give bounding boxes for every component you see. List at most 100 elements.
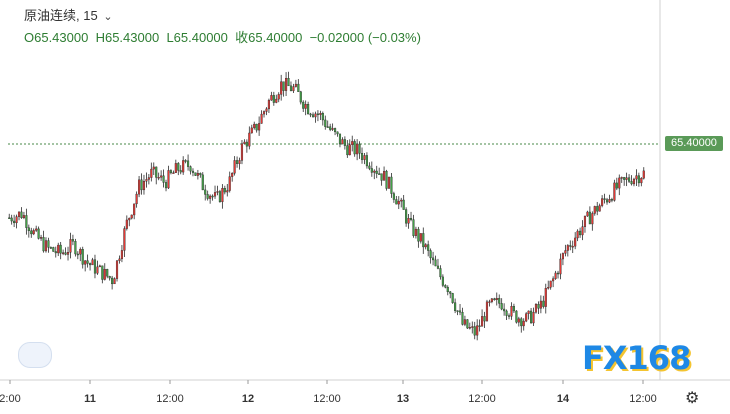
candle-body [471,326,474,328]
candle-body [248,132,251,147]
symbol-title[interactable]: 原油连续, 15 ⌄ [24,8,113,23]
candle-body [17,211,21,217]
candle-body [69,239,72,253]
candle-body [260,113,263,124]
candle-body [512,306,515,312]
candle-body [498,298,501,304]
candle-body [130,214,133,219]
candle-body [135,193,138,205]
candle-body [311,114,315,118]
candle-body [493,298,496,301]
candle-body [226,190,229,193]
candle-body [8,217,11,219]
candle-body [287,78,290,87]
candle-body [605,199,609,203]
chevron-down-icon[interactable]: ⌄ [103,11,113,23]
candle-body [316,113,319,116]
candle-body [637,175,640,184]
candle-body [466,319,469,329]
candle-body [138,179,141,195]
candle-body [373,170,376,173]
candle-body [40,237,43,239]
candle-body [488,301,491,303]
candle-body [483,316,486,322]
candle-body [561,253,564,260]
candle-body [206,194,209,199]
candle-body [240,143,244,161]
candle-body [556,272,560,275]
candle-body [213,192,217,197]
candle-body [140,179,143,191]
candle-body [262,111,266,115]
candle-body [272,95,275,103]
high-value: H65.43000 [95,30,160,45]
candle-body [71,239,74,242]
candle-body [253,123,256,129]
candle-body [419,233,422,242]
area-chart-icon[interactable] [18,342,52,368]
candle-body [635,175,638,180]
candle-body [155,166,158,178]
candle-body [439,268,442,278]
candle-body [346,145,349,156]
candle-body [444,285,447,288]
candle-body [422,233,425,248]
candle-body [500,303,503,310]
x-tick-label: 14 [556,393,570,405]
candle-body [527,310,530,314]
candle-body [363,155,366,160]
candle-body [456,310,459,312]
candle-body [10,217,13,222]
candle-body [360,153,364,160]
candle-body [280,81,283,95]
candle-body [463,319,466,325]
candle-body [341,139,344,145]
candle-body [338,133,342,145]
candle-body [495,298,498,301]
candle-body [236,160,239,164]
candle-body [289,85,293,92]
candle-body [429,250,432,259]
x-tick-label: 12:00 [313,393,341,405]
candle-body [142,181,146,191]
candle-body [299,91,302,103]
candle-body [610,199,613,201]
candle-body [530,310,533,324]
candle-body [49,247,52,249]
symbol-name: 原油连续 [24,8,77,23]
candle-body [52,247,55,252]
candle-body [191,170,195,173]
candle-body [84,260,87,265]
gear-icon[interactable]: ⚙ [685,390,700,407]
candle-body [258,123,261,131]
candle-body [640,177,643,184]
candle-body [302,101,305,109]
candle-body [334,128,337,133]
candle-body [331,128,334,130]
candle-body [591,213,594,225]
candle-body [57,244,60,254]
candle-body [118,258,121,261]
candle-body [106,268,109,277]
candle-body [265,108,268,112]
candle-body [554,272,557,279]
candle-body [221,188,224,203]
close-value: 收65.40000 [235,30,303,45]
candle-body [596,206,599,212]
candle-body [473,326,476,336]
candle-body [559,258,562,275]
candle-body [329,126,332,130]
candle-body [564,250,567,254]
candle-body [54,251,57,254]
candle-body [162,175,165,183]
candle-body [615,182,618,189]
candle-body [544,288,547,307]
candle-body [292,86,295,92]
candle-body [184,160,187,162]
candle-body [167,170,170,189]
candle-body [632,178,636,185]
candle-body [182,160,185,173]
candle-body [267,99,270,110]
candle-body [458,310,462,313]
